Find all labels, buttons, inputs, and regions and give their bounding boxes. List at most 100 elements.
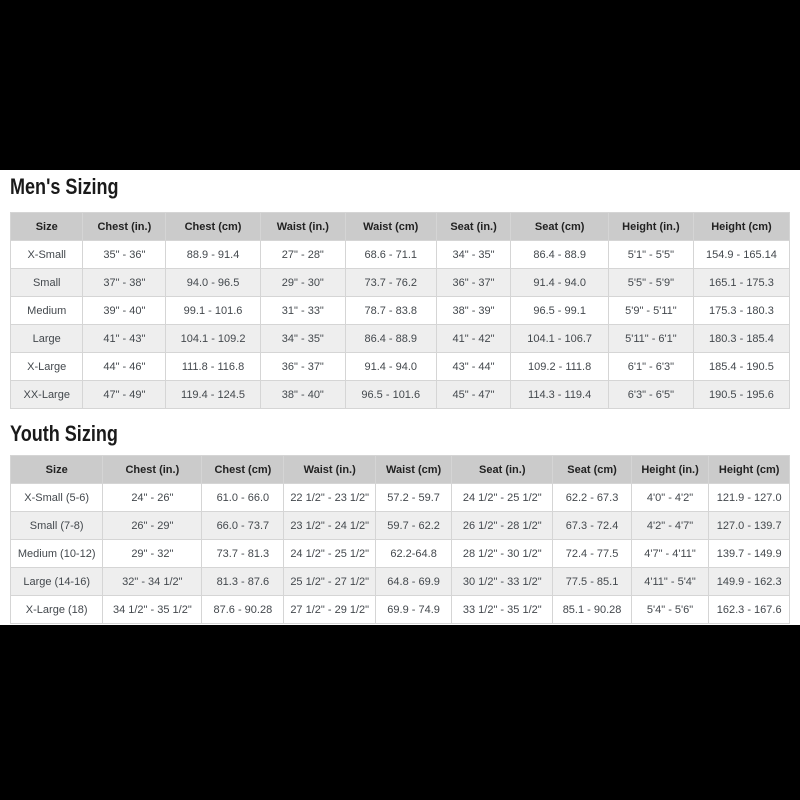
- column-header: Seat (in.): [435, 212, 512, 241]
- column-header: Waist (cm): [375, 455, 453, 484]
- measurement-cell: 4'7" - 4'11": [630, 539, 710, 568]
- mens-sizing-title: Men's Sizing: [10, 174, 119, 199]
- measurement-cell: 27 1/2" - 29 1/2": [283, 595, 377, 624]
- size-cell: X-Large (18): [9, 595, 104, 624]
- header-row: Size Chest (in.) Chest (cm) Waist (in.) Wais…: [9, 212, 791, 241]
- measurement-cell: 72.4 - 77.5: [552, 539, 632, 568]
- measurement-cell: 26 1/2" - 28 1/2": [451, 511, 554, 540]
- measurement-cell: 121.9 - 127.0: [708, 483, 790, 512]
- size-cell: X-Small: [9, 240, 84, 269]
- measurement-cell: 59.7 - 62.2: [375, 511, 453, 540]
- measurement-cell: 109.2 - 111.8: [510, 352, 609, 381]
- measurement-cell: 96.5 - 99.1: [510, 296, 609, 325]
- measurement-cell: 175.3 - 180.3: [692, 296, 791, 325]
- measurement-cell: 190.5 - 195.6: [692, 380, 791, 409]
- measurement-cell: 139.7 - 149.9: [708, 539, 790, 568]
- size-cell: Small: [9, 268, 84, 297]
- bottom-black-bar: [0, 625, 800, 800]
- measurement-cell: 66.0 - 73.7: [201, 511, 285, 540]
- youth-sizing-table: Size Chest (in.) Chest (cm) Waist (in.) Wais…: [9, 455, 790, 624]
- measurement-cell: 73.7 - 76.2: [344, 268, 437, 297]
- sizing-chart-content: Men's Sizing Size Chest (in.) Chest (cm) Wa…: [0, 170, 800, 625]
- measurement-cell: 114.3 - 119.4: [510, 380, 609, 409]
- measurement-cell: 39" - 40": [82, 296, 167, 325]
- measurement-cell: 185.4 - 190.5: [692, 352, 791, 381]
- measurement-cell: 29" - 32": [102, 539, 203, 568]
- column-header: Height (in.): [630, 455, 710, 484]
- table-row: Large 41" - 43" 104.1 - 109.2 34" - 35" 86.4…: [9, 324, 791, 353]
- measurement-cell: 34" - 35": [435, 240, 512, 269]
- measurement-cell: 28 1/2" - 30 1/2": [451, 539, 554, 568]
- column-header: Size: [9, 455, 104, 484]
- measurement-cell: 165.1 - 175.3: [692, 268, 791, 297]
- measurement-cell: 5'1" - 5'5": [607, 240, 694, 269]
- column-header: Seat (cm): [510, 212, 609, 241]
- measurement-cell: 119.4 - 124.5: [165, 380, 261, 409]
- measurement-cell: 4'11" - 5'4": [630, 567, 710, 596]
- measurement-cell: 43" - 44": [435, 352, 512, 381]
- size-cell: Large: [9, 324, 84, 353]
- measurement-cell: 61.0 - 66.0: [201, 483, 285, 512]
- measurement-cell: 111.8 - 116.8: [165, 352, 261, 381]
- table-row: Large (14-16) 32" - 34 1/2" 81.3 - 87.6 25 …: [9, 567, 790, 596]
- size-cell: Large (14-16): [9, 567, 104, 596]
- column-header: Size: [9, 212, 84, 241]
- column-header: Waist (in.): [283, 455, 377, 484]
- measurement-cell: 57.2 - 59.7: [375, 483, 453, 512]
- measurement-cell: 37" - 38": [82, 268, 167, 297]
- measurement-cell: 25 1/2" - 27 1/2": [283, 567, 377, 596]
- column-header: Seat (cm): [552, 455, 632, 484]
- measurement-cell: 104.1 - 106.7: [510, 324, 609, 353]
- measurement-cell: 64.8 - 69.9: [375, 567, 453, 596]
- measurement-cell: 38" - 40": [259, 380, 346, 409]
- size-cell: X-Large: [9, 352, 84, 381]
- mens-sizing-table: Size Chest (in.) Chest (cm) Waist (in.) Wais…: [9, 212, 791, 409]
- measurement-cell: 26" - 29": [102, 511, 203, 540]
- measurement-cell: 67.3 - 72.4: [552, 511, 632, 540]
- table-row: X-Large 44" - 46" 111.8 - 116.8 36" - 37" 91…: [9, 352, 791, 381]
- column-header: Height (in.): [607, 212, 694, 241]
- measurement-cell: 34 1/2" - 35 1/2": [102, 595, 203, 624]
- measurement-cell: 45" - 47": [435, 380, 512, 409]
- measurement-cell: 35" - 36": [82, 240, 167, 269]
- measurement-cell: 5'4" - 5'6": [630, 595, 710, 624]
- table-row: Small (7-8) 26" - 29" 66.0 - 73.7 23 1/2" -…: [9, 511, 790, 540]
- column-header: Chest (in.): [102, 455, 203, 484]
- measurement-cell: 34" - 35": [259, 324, 346, 353]
- measurement-cell: 29" - 30": [259, 268, 346, 297]
- size-cell: X-Small (5-6): [9, 483, 104, 512]
- youth-sizing-title: Youth Sizing: [10, 421, 118, 446]
- measurement-cell: 104.1 - 109.2: [165, 324, 261, 353]
- measurement-cell: 24 1/2" - 25 1/2": [451, 483, 554, 512]
- measurement-cell: 62.2 - 67.3: [552, 483, 632, 512]
- column-header: Chest (cm): [201, 455, 285, 484]
- measurement-cell: 5'9" - 5'11": [607, 296, 694, 325]
- measurement-cell: 38" - 39": [435, 296, 512, 325]
- measurement-cell: 30 1/2" - 33 1/2": [451, 567, 554, 596]
- measurement-cell: 77.5 - 85.1: [552, 567, 632, 596]
- measurement-cell: 6'1" - 6'3": [607, 352, 694, 381]
- measurement-cell: 88.9 - 91.4: [165, 240, 261, 269]
- measurement-cell: 23 1/2" - 24 1/2": [283, 511, 377, 540]
- size-cell: Medium: [9, 296, 84, 325]
- measurement-cell: 96.5 - 101.6: [344, 380, 437, 409]
- measurement-cell: 94.0 - 96.5: [165, 268, 261, 297]
- measurement-cell: 162.3 - 167.6: [708, 595, 790, 624]
- column-header: Waist (cm): [344, 212, 437, 241]
- measurement-cell: 149.9 - 162.3: [708, 567, 790, 596]
- measurement-cell: 36" - 37": [259, 352, 346, 381]
- size-cell: Medium (10-12): [9, 539, 104, 568]
- measurement-cell: 68.6 - 71.1: [344, 240, 437, 269]
- measurement-cell: 6'3" - 6'5": [607, 380, 694, 409]
- measurement-cell: 24 1/2" - 25 1/2": [283, 539, 377, 568]
- measurement-cell: 87.6 - 90.28: [201, 595, 285, 624]
- measurement-cell: 41" - 42": [435, 324, 512, 353]
- top-black-bar: [0, 0, 800, 170]
- measurement-cell: 86.4 - 88.9: [510, 240, 609, 269]
- table-row: XX-Large 47" - 49" 119.4 - 124.5 38" - 40" 9…: [9, 380, 791, 409]
- table-row: Medium 39" - 40" 99.1 - 101.6 31" - 33" 78.7…: [9, 296, 791, 325]
- measurement-cell: 86.4 - 88.9: [344, 324, 437, 353]
- measurement-cell: 69.9 - 74.9: [375, 595, 453, 624]
- size-cell: Small (7-8): [9, 511, 104, 540]
- measurement-cell: 27" - 28": [259, 240, 346, 269]
